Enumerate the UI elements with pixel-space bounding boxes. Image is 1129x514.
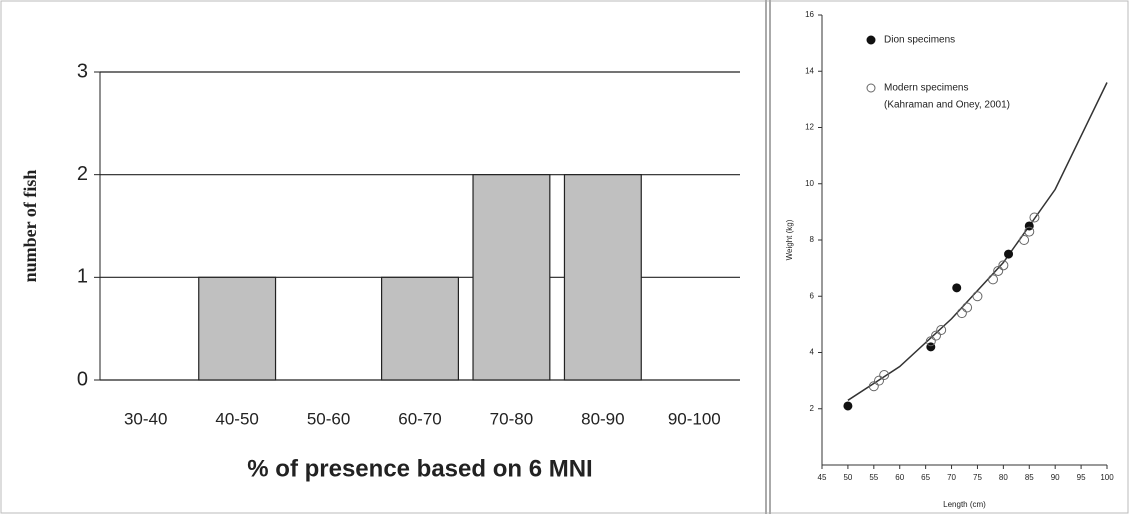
x-tick-label: 100 xyxy=(1100,473,1114,482)
x-tick-label: 70 xyxy=(947,473,956,482)
y-tick-label: 14 xyxy=(805,66,814,75)
x-tick-label: 55 xyxy=(869,473,878,482)
modern-point xyxy=(956,308,967,319)
x-tick-label: 80-90 xyxy=(581,409,624,428)
dion-point xyxy=(1004,249,1014,259)
y-axis-label: number of fish xyxy=(20,170,40,283)
modern-point xyxy=(879,370,890,380)
x-tick-label: 90-100 xyxy=(668,409,721,428)
x-tick-label: 65 xyxy=(921,473,930,482)
y-tick-label: 0 xyxy=(77,368,88,390)
bar xyxy=(563,174,642,381)
x-tick-label: 30-40 xyxy=(124,409,167,428)
y-tick-label: 6 xyxy=(810,291,815,300)
legend-entry: Modern specimens xyxy=(884,83,968,94)
dion-point xyxy=(1024,221,1034,231)
x-tick-label: 75 xyxy=(973,473,982,482)
y-tick-label: 2 xyxy=(810,404,815,413)
x-tick-label: 40-50 xyxy=(215,409,258,428)
y-axis-label: Weight (kg) xyxy=(785,219,794,260)
modern-point xyxy=(931,330,941,341)
bar xyxy=(381,276,460,381)
x-tick-label: 50 xyxy=(843,473,852,482)
modern-point xyxy=(1019,235,1030,245)
x-tick-label: 90 xyxy=(1051,473,1060,482)
modern-point xyxy=(962,302,973,313)
x-tick-label: 95 xyxy=(1077,473,1086,482)
y-tick-label: 16 xyxy=(805,10,814,19)
y-tick-label: 2 xyxy=(77,163,88,185)
y-tick-label: 10 xyxy=(805,179,814,188)
y-tick-label: 3 xyxy=(77,60,88,82)
modern-point xyxy=(972,291,983,302)
modern-point xyxy=(1029,212,1040,223)
x-axis-label: % of presence based on 6 MNI xyxy=(247,455,592,482)
dion-point xyxy=(843,401,853,411)
x-tick-label: 80 xyxy=(999,473,1008,482)
x-tick-label: 60 xyxy=(895,473,904,482)
dion-point xyxy=(926,342,936,352)
fit-curve xyxy=(847,82,1108,401)
legend-source: (Kahraman and Oney, 2001) xyxy=(884,100,1010,111)
y-tick-label: 1 xyxy=(77,266,88,288)
modern-point xyxy=(988,274,998,285)
x-tick-label: 50-60 xyxy=(307,409,350,428)
x-tick-label: 85 xyxy=(1025,473,1034,482)
legend-entry: Dion specimens xyxy=(884,35,955,46)
legend-marker xyxy=(866,83,876,93)
modern-point xyxy=(1024,226,1035,237)
y-tick-label: 4 xyxy=(810,348,815,357)
y-tick-label: 8 xyxy=(810,235,815,244)
modern-point xyxy=(925,336,936,347)
x-tick-label: 60-70 xyxy=(398,409,441,428)
modern-point xyxy=(998,260,1009,271)
modern-point xyxy=(868,381,879,392)
modern-point xyxy=(936,325,947,335)
legend-marker xyxy=(866,35,876,45)
bar xyxy=(198,276,277,381)
x-tick-label: 45 xyxy=(818,473,827,482)
x-axis-label: Length (cm) xyxy=(943,500,986,509)
modern-point xyxy=(874,375,884,386)
dion-point xyxy=(952,283,962,293)
y-tick-label: 12 xyxy=(805,123,814,132)
modern-point xyxy=(993,265,1004,276)
x-tick-label: 70-80 xyxy=(490,409,533,428)
bar xyxy=(472,174,551,381)
